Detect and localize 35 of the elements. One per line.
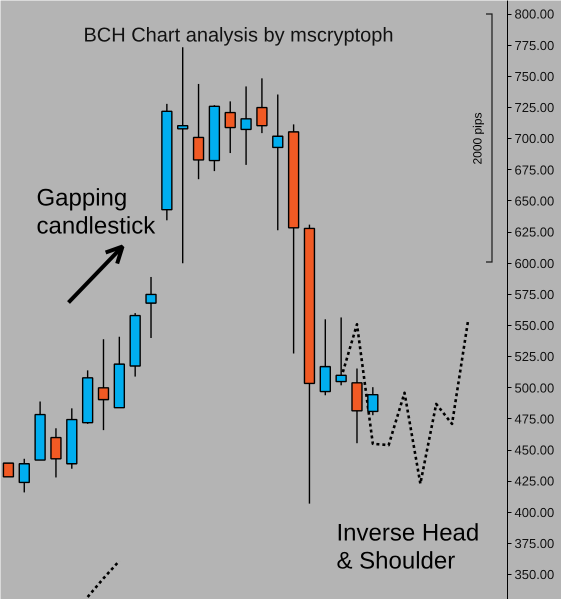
- candlestick: [192, 83, 204, 180]
- candlestick: [177, 46, 188, 264]
- text: BCH Chart analysis by mscryptoph: [83, 24, 394, 46]
- y-tick-label: 575.00: [514, 286, 554, 302]
- y-tick-label: 650.00: [514, 193, 554, 208]
- candlestick: [145, 276, 157, 339]
- y-tick-label: 450.00: [514, 442, 554, 458]
- y-tick-label: 750.00: [514, 68, 554, 84]
- candlestick: [367, 386, 379, 416]
- candlestick: [256, 78, 268, 134]
- y-tick-label: 425.00: [514, 474, 554, 489]
- candlestick: [18, 458, 30, 494]
- y-tick-label: 600.00: [514, 256, 554, 271]
- y-tick-label: 700.00: [514, 131, 554, 146]
- y-tick-label: 500.00: [514, 380, 554, 396]
- y-tick-label: 725.00: [514, 100, 554, 116]
- candlestick: [98, 338, 110, 431]
- candlestick: [50, 428, 62, 478]
- annotation: Gapping candlestick: [36, 184, 156, 240]
- candlestick: [2, 462, 14, 478]
- candlestick: [240, 86, 252, 166]
- candlestick: [272, 94, 284, 231]
- annotation: Inverse Head & Shoulder: [336, 520, 480, 574]
- y-tick-label: 775.00: [514, 38, 554, 53]
- y-tick-label: 375.00: [514, 536, 554, 551]
- y-tick-label: 800.00: [514, 6, 554, 22]
- y-tick-label: 550.00: [514, 318, 554, 334]
- y-tick-label: 625.00: [514, 224, 554, 240]
- annotation: 2000 pips: [470, 112, 484, 165]
- y-tick-label: 525.00: [514, 349, 554, 364]
- y-tick-label: 675.00: [514, 162, 554, 178]
- y-tick-label: 475.00: [514, 411, 554, 426]
- y-tick-label: 400.00: [514, 504, 554, 520]
- y-tick-label: 350.00: [514, 567, 554, 582]
- candlestick: [224, 100, 236, 154]
